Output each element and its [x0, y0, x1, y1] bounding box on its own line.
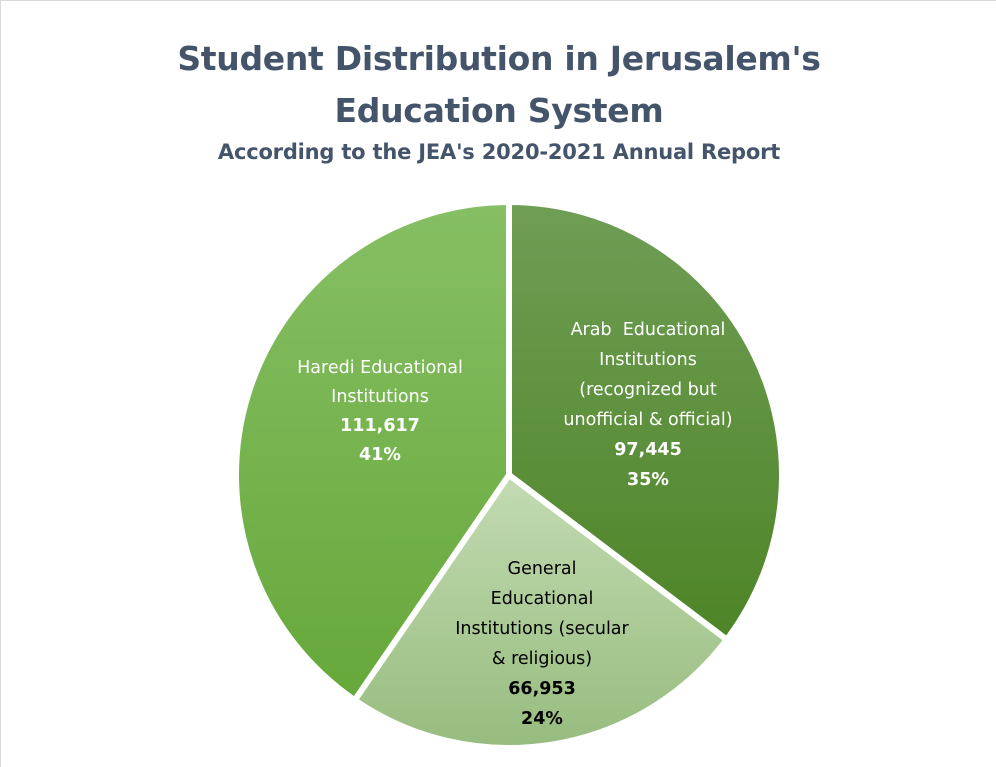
pie-slice-3: [233, 198, 512, 705]
slice-label-2: General Educational Institutions (secular &…: [455, 559, 629, 729]
chart-title-line-1: Student Distribution in Jerusalem's: [177, 39, 821, 78]
slice-3-value: 111,617: [340, 416, 420, 436]
slice-3-label-line-2: Institutions: [331, 387, 429, 407]
slice-2-label-line-3: Institutions (secular: [455, 619, 629, 639]
chart-title-line-2: Education System: [334, 91, 664, 130]
slice-2-label-line-2: Educational: [491, 589, 594, 609]
slice-1-label-line-4: unofficial & official): [563, 410, 732, 430]
slice-1-label-line-1: Arab Educational: [571, 320, 726, 340]
slice-label-1: Arab Educational Institutions (recognized …: [563, 320, 732, 490]
slice-3-label-line-1: Haredi Educational: [297, 358, 463, 378]
pie-slice-2: [350, 470, 731, 751]
slice-1-value: 97,445: [614, 440, 682, 460]
slice-2-value: 66,953: [508, 679, 576, 699]
slice-2-label-line-4: & religious): [492, 649, 592, 669]
slice-2-label-line-1: General: [508, 559, 577, 579]
slice-2-percent: 24%: [521, 709, 563, 729]
slice-3-percent: 41%: [359, 445, 401, 465]
slice-1-label-line-2: Institutions: [599, 350, 697, 370]
pie-slice-1: [506, 198, 785, 644]
slice-1-percent: 35%: [627, 470, 669, 490]
slice-label-3: Haredi Educational Institutions 111,617 41%: [297, 358, 463, 465]
slice-1-label-line-3: (recognized but: [579, 380, 717, 400]
chart-subtitle: According to the JEA's 2020-2021 Annual …: [217, 140, 781, 164]
